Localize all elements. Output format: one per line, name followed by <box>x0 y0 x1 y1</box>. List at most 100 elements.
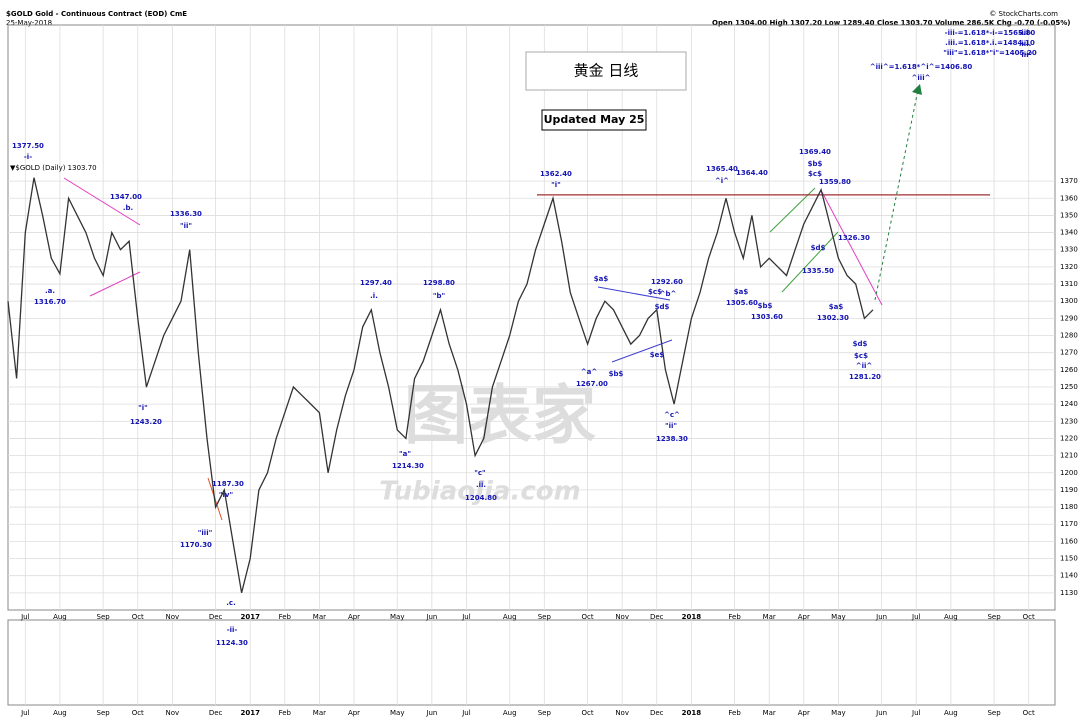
wave-label: .b. <box>123 204 133 212</box>
x-tick-label: May <box>831 709 845 717</box>
wave-label: 1204.80 <box>465 494 497 502</box>
x-tick-label: Aug <box>503 613 517 621</box>
y-tick-label: 1290 <box>1060 314 1078 322</box>
lower-panel <box>7 619 1056 706</box>
x-tick-label: Jul <box>911 613 921 621</box>
x-tick-label: Jul <box>911 709 921 717</box>
wave-label: "i" <box>551 181 561 189</box>
wave-label: .a. <box>45 287 55 295</box>
y-tick-label: 1260 <box>1060 366 1078 374</box>
wave-label: $d$ <box>655 303 670 311</box>
trend-line <box>781 231 839 293</box>
wave-label: "iii" <box>198 529 213 537</box>
y-tick-label: 1250 <box>1060 383 1078 391</box>
subtitle-box <box>541 109 647 131</box>
y-tick-label: 1130 <box>1060 589 1078 597</box>
trend-line <box>63 177 141 226</box>
wave-label: $c$ <box>648 288 662 296</box>
y-tick-label: 1280 <box>1060 332 1078 340</box>
wave-label: 1364.40 <box>736 169 768 177</box>
y-tick-label: 1340 <box>1060 229 1078 237</box>
y-tick-label: 1180 <box>1060 503 1078 511</box>
x-tick-label: Nov <box>615 709 629 717</box>
wave-label: "iii" <box>1018 51 1033 59</box>
trend-line <box>821 191 883 306</box>
chart-title: 黄金 日线 <box>574 62 639 80</box>
x-tick-label: Jun <box>425 613 437 621</box>
wave-label: 1365.40 <box>706 165 738 173</box>
x-tick-label: Jun <box>425 709 437 717</box>
wave-label: $c$ <box>854 352 868 360</box>
x-tick-label: Sep <box>987 709 1001 717</box>
wave-label: 1170.30 <box>180 541 212 549</box>
y-tick-label: 1190 <box>1060 486 1078 494</box>
y-tick-label: 1300 <box>1060 297 1078 305</box>
x-tick-label: Aug <box>53 709 67 717</box>
y-tick-label: 1210 <box>1060 452 1078 460</box>
wave-label: 1281.20 <box>849 373 881 381</box>
y-tick-label: 1320 <box>1060 263 1078 271</box>
wave-label: 1305.60 <box>726 299 758 307</box>
x-tick-label: May <box>831 613 845 621</box>
y-tick-label: 1370 <box>1060 177 1078 185</box>
x-tick-label: Aug <box>944 613 958 621</box>
x-tick-label: 2018 <box>682 613 702 621</box>
x-tick-label: Nov <box>615 613 629 621</box>
wave-label: 1267.00 <box>576 380 608 388</box>
price-line <box>7 177 874 593</box>
wave-label: 1214.30 <box>392 462 424 470</box>
wave-label: -ii- <box>227 626 238 634</box>
x-tick-label: Jul <box>461 613 471 621</box>
wave-label: "b" <box>433 292 445 300</box>
wave-label: ^b^ <box>660 290 677 298</box>
legend: ▼$GOLD (Daily) 1303.70 <box>10 164 97 172</box>
symbol: $GOLD Gold - Continuous Contract (EOD) C… <box>6 10 187 18</box>
wave-label: 1302.30 <box>817 314 849 322</box>
x-tick-label: Feb <box>728 613 741 621</box>
wave-label: "ii" <box>665 422 677 430</box>
wave-label: ^iii^=1.618*^i^=1406.80 <box>870 63 973 71</box>
wave-label: $a$ <box>734 288 749 296</box>
wave-label: 1297.40 <box>360 279 392 287</box>
wave-label: ^i^ <box>715 177 729 185</box>
wave-label: "i" <box>138 404 148 412</box>
x-tick-label: Feb <box>279 613 292 621</box>
x-tick-label: Oct <box>132 613 144 621</box>
x-tick-label: Apr <box>348 613 360 621</box>
subtitle: Updated May 25 <box>544 113 645 126</box>
quote: Open 1304.00 High 1307.20 Low 1289.40 Cl… <box>712 19 1070 27</box>
x-tick-label: 2017 <box>240 709 260 717</box>
x-tick-label: Aug <box>503 709 517 717</box>
wave-label: $d$ <box>811 244 826 252</box>
wave-label: ^iii^ <box>912 74 931 82</box>
x-tick-label: Nov <box>166 709 180 717</box>
x-tick-label: Apr <box>798 613 810 621</box>
wave-label: ^a^ <box>581 368 598 376</box>
x-tick-label: Sep <box>987 613 1001 621</box>
x-tick-label: Jun <box>875 613 887 621</box>
x-tick-label: Apr <box>348 709 360 717</box>
watermark: 图表家 <box>404 380 596 454</box>
wave-label: "c" <box>474 469 485 477</box>
wave-label: "a" <box>399 450 411 458</box>
x-tick-label: Oct <box>1023 613 1035 621</box>
x-tick-label: Feb <box>279 709 292 717</box>
x-tick-label: Mar <box>763 709 776 717</box>
wave-label: 1347.00 <box>110 193 142 201</box>
wave-label: -iii- <box>1018 29 1031 37</box>
y-tick-label: 1350 <box>1060 211 1078 219</box>
x-tick-label: Jul <box>461 709 471 717</box>
wave-label: $d$ <box>853 340 868 348</box>
wave-label: "ii" <box>180 222 192 230</box>
x-tick-label: Oct <box>581 613 593 621</box>
y-tick-label: 1310 <box>1060 280 1078 288</box>
x-tick-label: Jul <box>20 709 30 717</box>
x-tick-label: Sep <box>538 613 552 621</box>
y-tick-label: 1170 <box>1060 520 1078 528</box>
wave-label: .i. <box>370 292 378 300</box>
x-tick-label: 2017 <box>240 613 260 621</box>
y-tick-label: 1150 <box>1060 555 1078 563</box>
x-tick-label: Nov <box>166 613 180 621</box>
wave-label: 1298.80 <box>423 279 455 287</box>
wave-label: "iv" <box>219 491 233 499</box>
